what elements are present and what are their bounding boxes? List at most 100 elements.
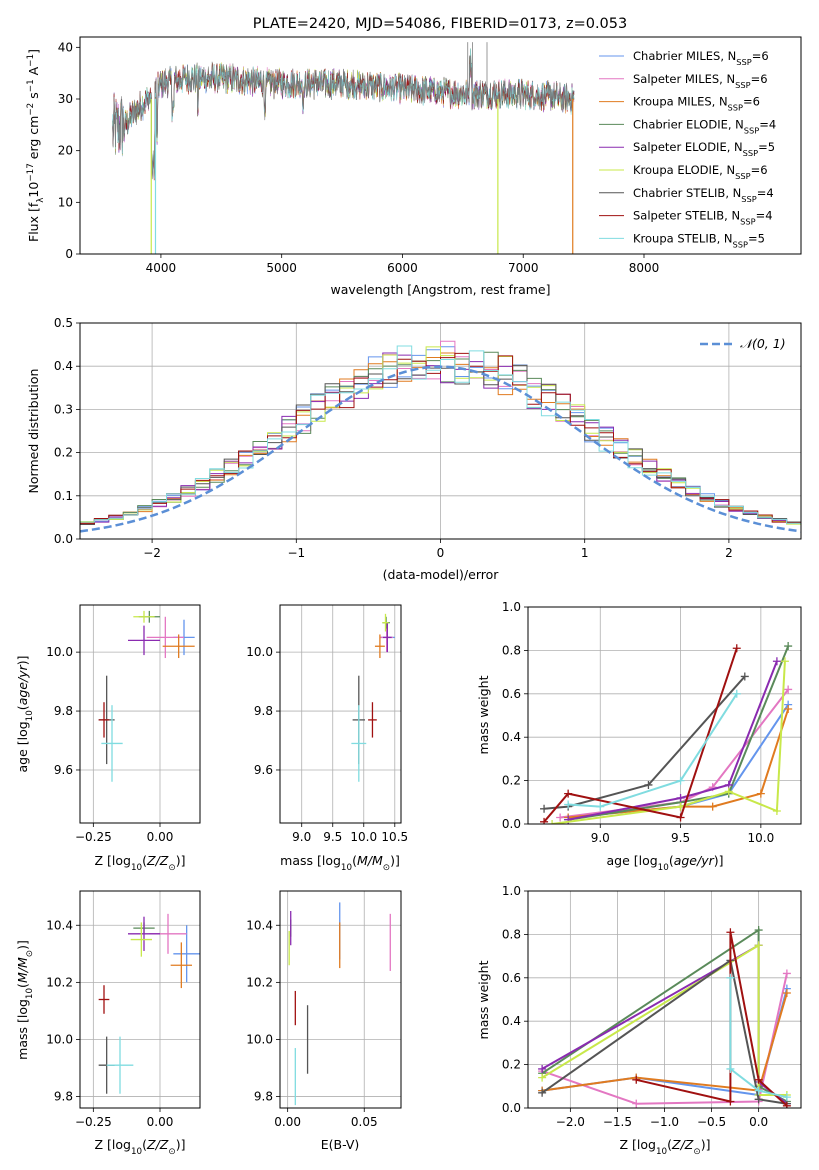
y-tick-label: 10.0 <box>246 1032 273 1046</box>
marker-plus <box>632 1099 641 1108</box>
mass-weight-line <box>568 693 738 808</box>
y-tick-label: 0.2 <box>54 446 73 460</box>
y-tick-label: 10.0 <box>46 1032 73 1046</box>
x-tick-label: 8000 <box>629 261 660 275</box>
marker-plus <box>782 1093 791 1102</box>
plot-area <box>288 902 391 1106</box>
mass-weight-line <box>567 660 778 821</box>
marker-plus <box>676 793 685 802</box>
y-tick-label: 10.4 <box>246 918 273 932</box>
legend-label: Chabrier STELIB, NSSP=4 <box>633 186 774 204</box>
y-tick-label: 30 <box>58 92 73 106</box>
y-tick-label: 9.6 <box>54 763 73 777</box>
y-tick-label: 0.4 <box>502 1014 521 1028</box>
axes-frame <box>279 604 402 824</box>
y-tick-label: 1.0 <box>502 600 521 614</box>
marker-plus <box>644 780 653 789</box>
marker-plus <box>538 1064 547 1073</box>
data-spectrum <box>112 55 575 180</box>
marker-plus <box>784 642 793 651</box>
x-tick-label: 4000 <box>146 261 177 275</box>
x-tick-label: 0.00 <box>147 1115 174 1129</box>
x-axis-label: wavelength [Angstrom, rest frame] <box>330 282 550 297</box>
x-axis-label: Z [log10(Z/Z⊙)] <box>620 1137 711 1157</box>
marker-plus <box>740 672 749 681</box>
histogram-step <box>80 345 801 526</box>
x-axis-label: age [log10(age/yr)] <box>606 853 723 873</box>
plot-area <box>98 610 195 782</box>
mass-weight-line <box>567 645 790 821</box>
legend-label: Chabrier ELODIE, NSSP=4 <box>633 117 776 135</box>
x-axis-label: (data-model)/error <box>383 567 500 582</box>
y-tick-label: 40 <box>58 40 73 54</box>
axes-frame <box>79 322 802 540</box>
marker-plus <box>732 689 741 698</box>
x-tick-label: 9.0 <box>292 830 311 844</box>
marker-plus <box>708 802 717 811</box>
marker-plus <box>538 1088 547 1097</box>
y-tick-label: 0.0 <box>54 532 73 546</box>
mass-weight-line <box>541 973 788 1105</box>
x-tick-label: 0.00 <box>274 1115 301 1129</box>
marker-plus <box>732 644 741 653</box>
marker-plus <box>726 973 735 982</box>
y-tick-label: 10.2 <box>246 975 273 989</box>
x-tick-label: 0.05 <box>351 1115 378 1129</box>
marker-plus <box>754 926 763 935</box>
marker-plus <box>538 1073 547 1082</box>
x-tick-label: 10.0 <box>350 830 377 844</box>
x-tick-label: −1.0 <box>650 1115 679 1129</box>
y-tick-label: 10.0 <box>46 645 73 659</box>
marker-plus <box>784 685 793 694</box>
plot-area <box>98 913 200 1094</box>
y-tick-label: 10.4 <box>46 918 73 932</box>
x-axis-label: mass [log10(M/M⊙)] <box>280 853 400 873</box>
chart-age_vs_Z: −0.25 0.00 9.6 9.8 10.0 Z [log10(Z/Z⊙)] age [l… <box>15 604 201 873</box>
y-tick-label: 0.8 <box>502 643 521 657</box>
marker-plus <box>754 1086 763 1095</box>
x-tick-label: −1.5 <box>603 1115 632 1129</box>
y-tick-label: 20 <box>58 144 73 158</box>
y-tick-label: 0.3 <box>54 402 73 416</box>
axes-frame <box>79 36 802 255</box>
y-tick-label: 10.2 <box>46 975 73 989</box>
y-tick-label: 0.8 <box>502 927 521 941</box>
gaussian-curve <box>80 365 801 533</box>
mass-weight-line <box>541 943 787 1096</box>
x-tick-label: 2 <box>725 546 733 560</box>
x-tick-label: 9.5 <box>671 831 690 845</box>
x-tick-label: −2 <box>143 546 161 560</box>
y-tick-label: 0.0 <box>502 1101 521 1115</box>
marker-plus <box>676 776 685 785</box>
marker-plus <box>754 1075 763 1084</box>
x-tick-label: 0.0 <box>749 1115 768 1129</box>
y-tick-label: 0.4 <box>54 359 73 373</box>
y-tick-label: 9.8 <box>254 1090 273 1104</box>
plot-area <box>112 42 575 254</box>
marker-plus <box>726 1097 735 1106</box>
y-tick-label: 0.1 <box>54 489 73 503</box>
x-tick-label: 10.5 <box>381 830 408 844</box>
legend-label: Salpeter STELIB, NSSP=4 <box>633 209 773 227</box>
x-tick-label: 0.00 <box>147 830 174 844</box>
x-axis-label: Z [log10(Z/Z⊙)] <box>95 1137 186 1157</box>
y-tick-label: 0.2 <box>502 1058 521 1072</box>
spectrum-line <box>112 48 575 178</box>
marker-plus <box>782 1101 791 1108</box>
marker-plus <box>756 789 765 798</box>
legend-label: Chabrier MILES, NSSP=6 <box>633 49 769 67</box>
y-axis-label: Normed distribution <box>26 369 41 494</box>
marker-plus <box>772 657 781 666</box>
y-tick-label: 10 <box>58 195 73 209</box>
y-tick-label: 0 <box>65 247 73 261</box>
legend-label: Kroupa MILES, NSSP=6 <box>633 95 760 113</box>
marker-plus <box>540 804 549 813</box>
y-tick-label: 10.0 <box>246 645 273 659</box>
mass-weight-line <box>729 977 788 1099</box>
chart-mass_weight_vs_age: 9.0 9.5 10.0 0.0 0.2 0.4 0.6 0.8 1.0 age [log10(a… <box>476 600 802 873</box>
marker-plus <box>782 969 791 978</box>
y-tick-label: 0.5 <box>54 316 73 330</box>
marker-plus <box>556 813 565 822</box>
marker-plus <box>754 1095 763 1104</box>
